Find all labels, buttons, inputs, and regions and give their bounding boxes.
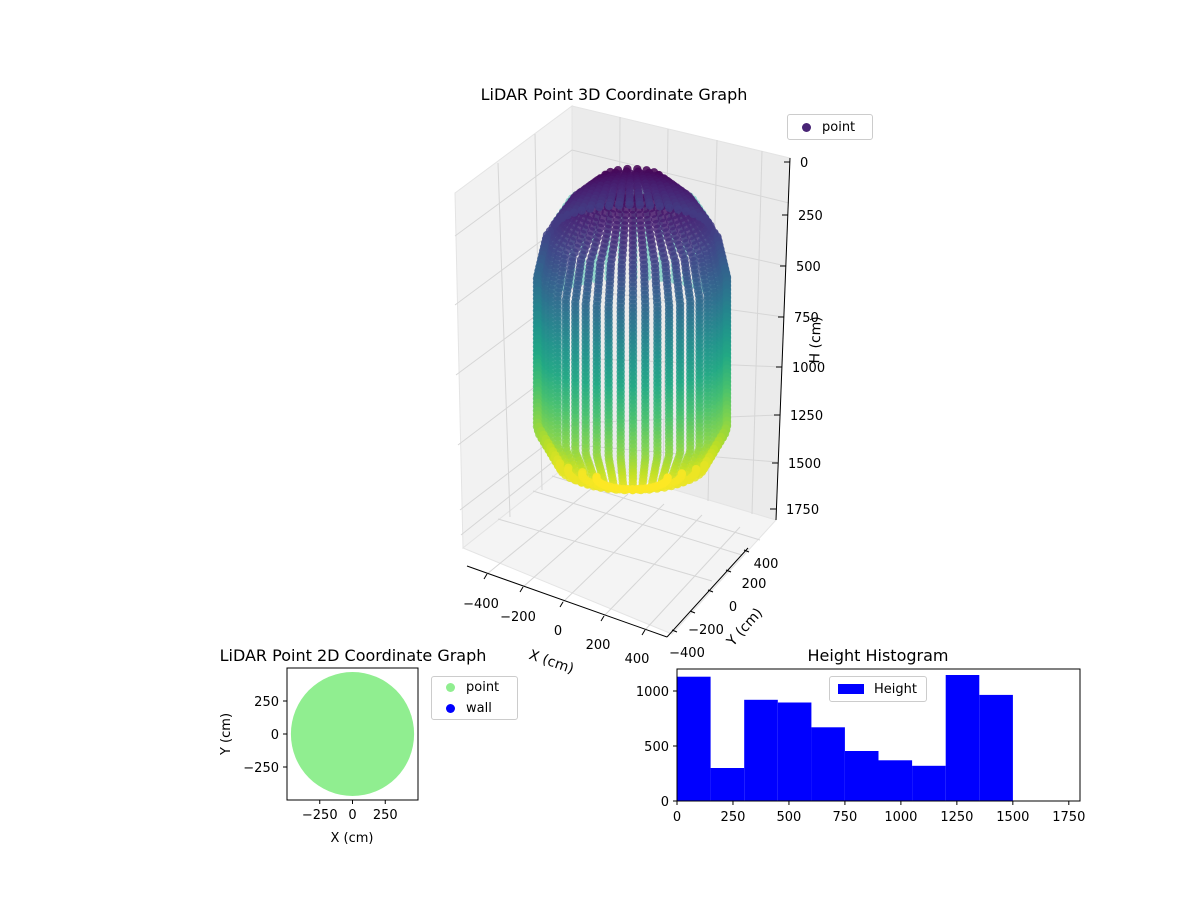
histogram-bar [979,694,1013,801]
point-3d [592,472,601,481]
z-tick-label: 250 [798,209,823,224]
x-axis-line [466,565,668,638]
y-tick-label: −200 [688,623,724,638]
point-3d [569,208,579,217]
legend-2d: point wall [431,676,518,720]
point-3d [665,203,674,212]
point-3d [635,200,644,210]
histogram-bar [945,675,980,801]
histogram-title: Height Histogram [808,646,949,665]
point-3d [625,200,634,209]
x-axis-label-2d: X (cm) [331,831,374,846]
x-tick-label: 200 [586,638,611,653]
point-3d [595,202,604,212]
z-tick-label: 500 [796,260,821,275]
chart-histogram: Height Histogram 0 250 500 750 1000 1250 1500 1… [636,646,1085,825]
point-3d [682,207,691,216]
z-tick-label: 750 [794,311,819,326]
point-3d [564,463,573,472]
x-tick-label-2d: 250 [373,808,398,823]
z-tick-label: 1500 [788,457,821,472]
y-tick-label-2d: −250 [243,761,279,776]
legend-2d-point-label: point [466,680,500,695]
x-tick-label-histogram: 250 [721,810,746,825]
histogram-bars [677,675,1013,801]
histogram-bar [744,699,778,801]
point-3d [645,201,655,210]
legend-histogram-label: Height [874,681,917,697]
point-3d [700,460,709,470]
legend-3d: point [787,114,873,140]
x-tick-label-histogram: 1000 [884,810,917,825]
histogram-bar [677,676,711,801]
histogram-bar [811,727,845,801]
chart-2d: LiDAR Point 2D Coordinate Graph −250 0 250… [219,646,486,846]
ticks-histogram: 0 250 500 750 1000 1250 1500 1750 0 500 1000 [636,685,1085,825]
x-tick-label: −200 [500,610,536,625]
z-tick-label: 1750 [786,503,819,518]
y-tick-label-histogram: 0 [661,795,669,810]
x-tick-label-histogram: 500 [777,810,802,825]
z-axis-label-3d: H (cm) [807,316,825,364]
histogram-bar [878,760,913,801]
point-cloud-2d [290,672,415,796]
x-tick-label-histogram: 1250 [940,810,973,825]
histogram-bar [777,702,812,801]
y-axis-line [666,547,749,638]
legend-2d-wall-marker [446,704,455,713]
legend-3d-marker [802,122,811,132]
x-tick-label-2d: 0 [348,808,356,823]
legend-2d-point-marker [446,683,455,692]
point-3d [691,464,701,474]
x-axis-label-3d: X (cm) [527,647,576,677]
y-tick-label: 200 [742,577,767,592]
y-tick-label-histogram: 500 [644,740,669,755]
point-3d [655,202,665,211]
point-cloud-2d-fill [290,672,415,796]
z-tick-label: 0 [800,156,808,171]
z-tick-label: 1250 [790,409,823,424]
x-tick-label-histogram: 1500 [996,810,1029,825]
y-tick-label-2d: 250 [254,695,279,710]
x-tick-label-histogram: 0 [673,810,681,825]
x-tick-label: −400 [463,597,499,612]
chart-2d-title: LiDAR Point 2D Coordinate Graph [220,646,487,665]
point-3d [577,206,586,215]
y-axis-label-2d: Y (cm) [219,713,234,756]
chart-3d: 02505007501000125015001750−400−200020040… [454,85,825,677]
point-3d [663,473,672,482]
x-tick-label-histogram: 1750 [1052,810,1085,825]
y-tick-label: −400 [669,646,705,661]
y-tick-label-histogram: 1000 [636,685,669,700]
legend-histogram: Height [829,676,927,702]
point-3d [614,201,624,210]
point-3d [604,201,614,211]
point-3d [674,205,683,214]
y-tick-label: 400 [754,557,779,572]
y-tick-label: 0 [729,600,737,615]
point-3d [578,468,587,477]
point-cloud [532,164,732,495]
point-3d [677,469,686,478]
legend-3d-label: point [822,119,856,135]
legend-2d-wall-label: wall [466,701,492,716]
point-3d [563,211,572,220]
x-tick-label-2d: −250 [302,808,338,823]
x-tick-label: 0 [554,624,562,639]
point-3d [555,459,565,468]
z-axis-line [775,157,791,521]
ticks-2d: −250 0 250 −250 0 250 [243,695,397,823]
point-3d [586,204,595,213]
chart-3d-title: LiDAR Point 3D Coordinate Graph [481,85,748,104]
histogram-bar [710,768,745,801]
y-tick-label-2d: 0 [271,728,279,743]
histogram-bar [844,751,879,801]
z-tick-label: 1000 [792,361,825,376]
x-tick-label: 400 [625,652,650,667]
ticks-3d: 02505007501000125015001750−400−200020040… [463,156,825,667]
histogram-bar [912,765,946,801]
x-tick-label-histogram: 750 [833,810,858,825]
legend-histogram-swatch [838,684,864,694]
